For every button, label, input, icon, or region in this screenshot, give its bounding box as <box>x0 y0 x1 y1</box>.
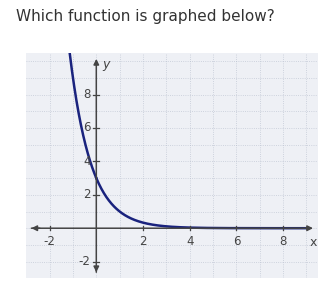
Text: 2: 2 <box>139 235 147 248</box>
Text: 4: 4 <box>83 155 91 168</box>
Text: 8: 8 <box>83 88 91 101</box>
Text: -2: -2 <box>79 255 91 268</box>
Text: y: y <box>102 58 110 71</box>
Text: 2: 2 <box>83 188 91 201</box>
Text: 8: 8 <box>279 235 287 248</box>
Text: 4: 4 <box>186 235 194 248</box>
Text: -2: -2 <box>44 235 55 248</box>
Text: 6: 6 <box>233 235 240 248</box>
Text: x: x <box>310 236 317 249</box>
Text: 6: 6 <box>83 121 91 134</box>
Text: Which function is graphed below?: Which function is graphed below? <box>16 9 275 24</box>
